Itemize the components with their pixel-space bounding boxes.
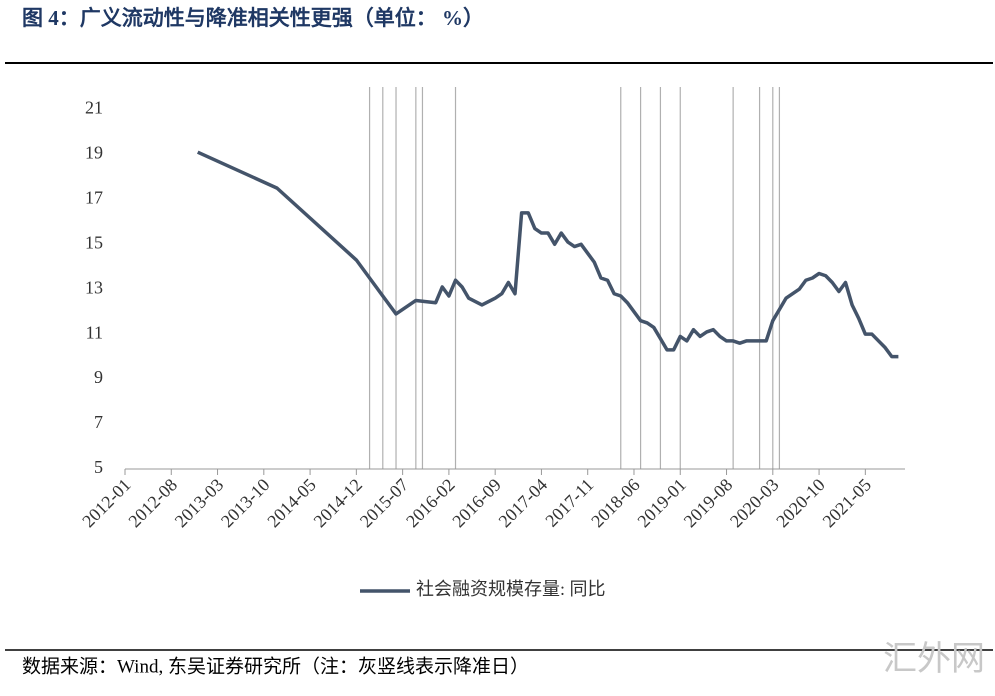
- x-tick-label: 2016-09: [448, 475, 505, 532]
- x-tick-label: 2013-10: [217, 475, 274, 532]
- y-tick-label: 19: [85, 143, 103, 163]
- x-tick-label: 2017-11: [541, 475, 597, 531]
- x-tick-label: 2021-05: [819, 475, 876, 532]
- x-tick-label: 2020-10: [772, 475, 829, 532]
- chart-title: 图 4：广义流动性与降准相关性更强（单位： %）: [22, 6, 484, 30]
- x-tick-label: 2019-01: [633, 475, 690, 532]
- series-line: [196, 150, 899, 359]
- y-tick-label: 7: [94, 412, 103, 432]
- x-tick-label: 2016-02: [402, 475, 459, 532]
- watermark: 汇外网: [883, 640, 985, 678]
- y-tick-label: 13: [85, 277, 103, 297]
- x-tick-label: 2014-12: [310, 475, 367, 532]
- source: 数据来源：Wind, 东吴证券研究所（注：灰竖线表示降准日）: [22, 655, 529, 677]
- x-tick-label: 2017-04: [495, 475, 552, 532]
- y-tick-label: 21: [85, 98, 103, 118]
- x-tick-label: 2015-07: [356, 475, 413, 532]
- x-tick-label: 2012-01: [78, 475, 135, 532]
- y-tick-label: 15: [85, 232, 103, 252]
- y-tick-label: 5: [94, 457, 103, 477]
- x-tick-label: 2012-08: [124, 475, 181, 532]
- x-tick-label: 2018-06: [587, 475, 644, 532]
- x-tick-label: 2019-08: [680, 475, 737, 532]
- x-tick-label: 2020-03: [726, 475, 783, 532]
- legend-label: 社会融资规模存量: 同比: [416, 579, 606, 599]
- y-tick-label: 17: [85, 187, 103, 207]
- y-tick-label: 9: [94, 367, 103, 387]
- x-tick-label: 2014-05: [263, 475, 320, 532]
- x-tick-label: 2013-03: [171, 475, 228, 532]
- y-tick-label: 11: [86, 322, 103, 342]
